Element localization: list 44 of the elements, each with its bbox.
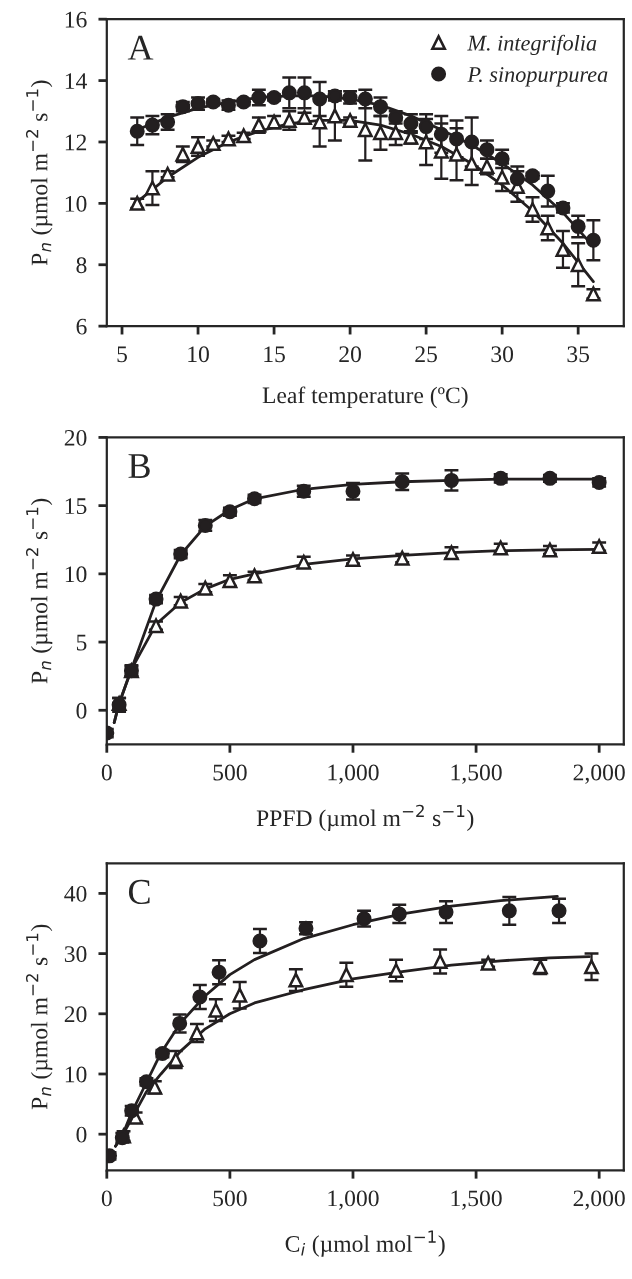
y-tick-label: 0 <box>76 1126 87 1143</box>
x-tick-label: 2,000 <box>573 764 625 784</box>
x-tick-label: 500 <box>213 1190 247 1207</box>
y-tick-label: 0 <box>76 702 87 719</box>
x-axis-title: C$_{i}$ (µmol mol$^{−1}$) <box>285 1230 445 1257</box>
x-tick-label: 20 <box>339 346 361 363</box>
x-tick-label: 30 <box>491 346 514 363</box>
x-tick-label: 2,000 <box>573 1190 625 1210</box>
x-tick-label: 1,500 <box>451 1190 502 1210</box>
y-tick-label: 10 <box>65 566 87 583</box>
legend-label: P. sinopurpurea <box>467 67 608 87</box>
x-tick-label: 500 <box>213 764 247 781</box>
x-tick-label: 5 <box>117 346 127 363</box>
y-tick-label: 15 <box>65 498 87 515</box>
x-tick-label: 10 <box>188 346 209 363</box>
y-tick-label: 6 <box>76 318 87 335</box>
x-tick-label: 1,500 <box>451 764 502 784</box>
legend-label: M. integrifolia <box>467 34 597 56</box>
y-tick-label: 8 <box>76 257 87 274</box>
y-axis-title: P$_{n}$ (µmol m$^{−2}$ s$^{−1}$) <box>25 498 53 684</box>
y-axis-title: P$_{n}$ (µmol m$^{−2}$ s$^{−1}$) <box>25 80 53 266</box>
y-tick-label: 30 <box>64 946 87 963</box>
annotation: B <box>128 454 150 478</box>
x-tick-label: 35 <box>567 346 590 363</box>
y-tick-label: 10 <box>65 195 87 212</box>
y-tick-label: 20 <box>64 429 87 446</box>
y-tick-label: 5 <box>76 634 87 651</box>
x-tick-label: 1,000 <box>328 764 379 784</box>
x-tick-label: 0 <box>101 764 112 781</box>
x-axis-title: PPFD (µmol m$^{−2}$ s$^{−1}$) <box>256 804 474 832</box>
x-tick-label: 1,000 <box>328 1190 379 1210</box>
y-tick-label: 12 <box>65 134 87 151</box>
y-axis-title: P$_{n}$ (µmol m$^{−2}$ s$^{−1}$) <box>25 924 53 1110</box>
annotation: A <box>127 35 154 60</box>
x-axis-title: Leaf temperature (ºC) <box>262 386 468 409</box>
x-tick-label: 0 <box>101 1190 112 1207</box>
y-tick-label: 16 <box>65 11 87 28</box>
y-tick-label: 14 <box>65 73 87 89</box>
y-tick-label: 40 <box>64 885 87 902</box>
y-tick-label: 10 <box>65 1066 87 1083</box>
x-tick-label: 25 <box>415 346 437 363</box>
y-tick-label: 20 <box>64 1006 87 1023</box>
annotation: C <box>128 879 150 905</box>
x-tick-label: 15 <box>264 346 285 363</box>
